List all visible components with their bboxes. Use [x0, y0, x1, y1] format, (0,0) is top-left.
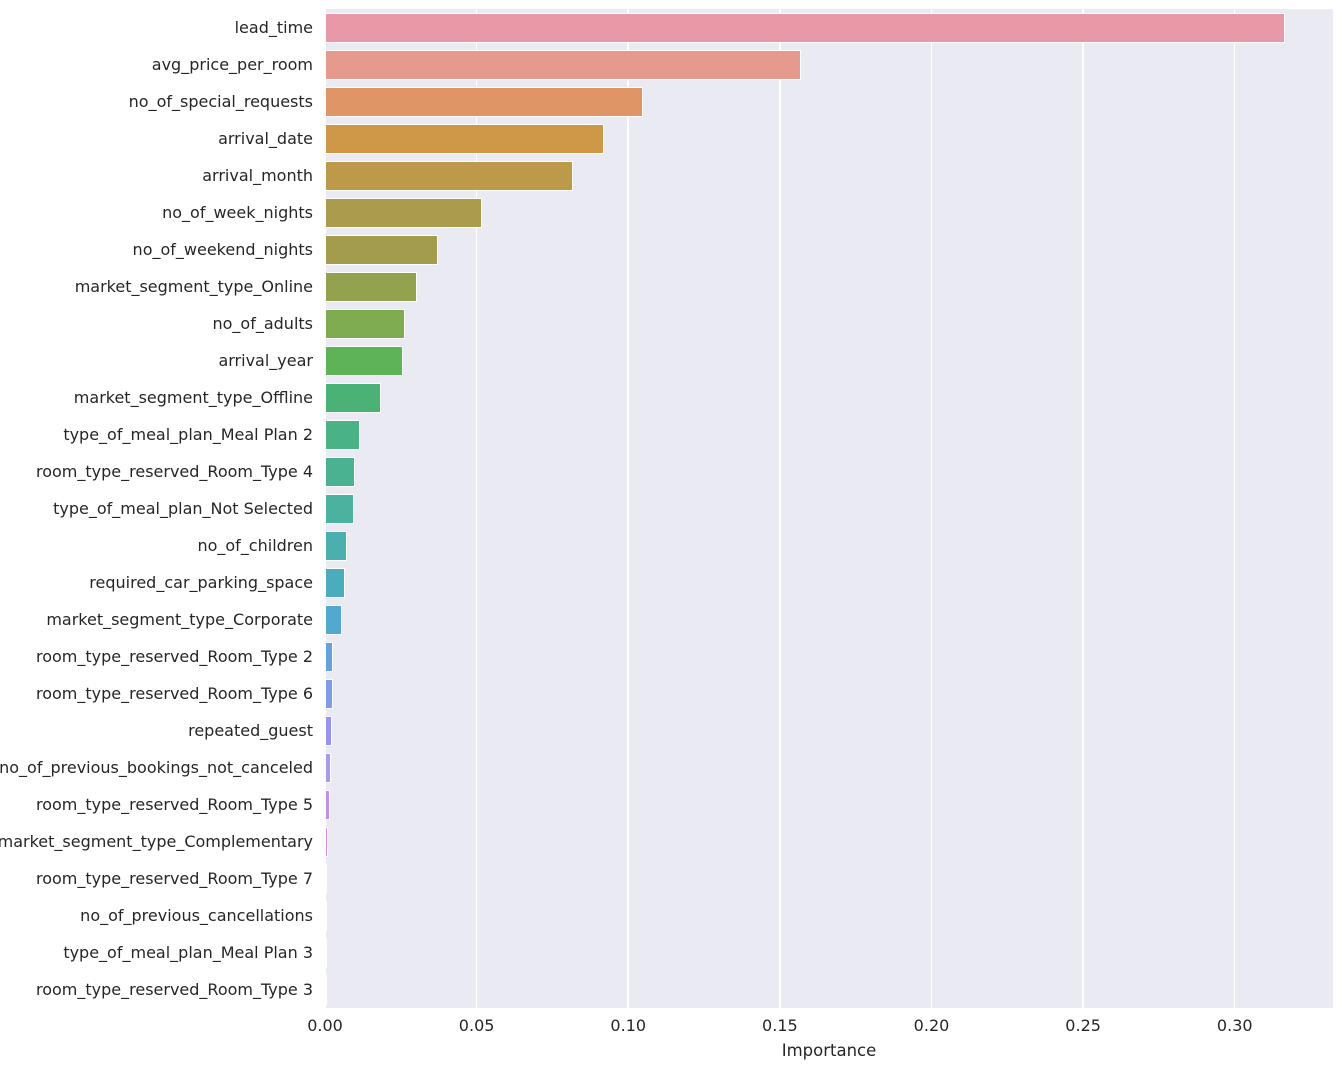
x-tick-label: 0.20: [913, 1016, 950, 1035]
bar: [325, 345, 403, 376]
bar: [325, 419, 360, 450]
y-tick-label: arrival_year: [218, 351, 313, 370]
gridline: [1082, 9, 1084, 1008]
y-tick-label: type_of_meal_plan_Meal Plan 2: [63, 425, 313, 444]
bar: [325, 86, 643, 117]
bar: [325, 863, 328, 894]
x-axis-title: Importance: [781, 1041, 877, 1060]
x-tick-label: 0.05: [458, 1016, 495, 1035]
y-tick-label: room_type_reserved_Room_Type 6: [35, 684, 313, 703]
bar: [325, 789, 330, 820]
y-tick-label: repeated_guest: [188, 721, 313, 740]
x-tick-label: 0.15: [762, 1016, 798, 1035]
bar: [325, 12, 1286, 43]
y-tick-label: room_type_reserved_Room_Type 4: [35, 462, 313, 481]
bar: [325, 160, 574, 191]
y-tick-label: lead_time: [234, 18, 313, 37]
y-tick-label: avg_price_per_room: [151, 55, 313, 74]
x-axis-ticks: 0.00 0.05 0.10 0.15 0.20 0.25 0.30: [307, 1016, 1333, 1038]
x-tick-label: 0.30: [1216, 1016, 1253, 1035]
y-tick-label: market_segment_type_Online: [74, 277, 313, 296]
bar: [325, 456, 355, 487]
x-tick-label: 0.25: [1065, 1016, 1101, 1035]
y-tick-label: room_type_reserved_Room_Type 2: [35, 647, 313, 666]
y-tick-label: no_of_previous_cancellations: [80, 906, 313, 925]
y-tick-label: type_of_meal_plan_Meal Plan 3: [63, 943, 313, 962]
bar: [325, 900, 327, 931]
bar: [325, 974, 327, 1005]
y-tick-label: market_segment_type_Corporate: [46, 610, 313, 629]
bar: [325, 752, 332, 783]
x-tick-label: 0.00: [307, 1016, 343, 1035]
bar: [325, 49, 802, 80]
gridline: [475, 9, 478, 1008]
bar: [325, 826, 328, 857]
bar: [325, 271, 417, 302]
gridline: [1233, 9, 1236, 1008]
bar: [325, 234, 438, 265]
y-tick-label: room_type_reserved_Room_Type 5: [35, 795, 313, 814]
bar: [325, 715, 332, 746]
y-tick-label: no_of_weekend_nights: [132, 240, 313, 259]
gridline: [930, 9, 933, 1008]
y-tick-label: no_of_adults: [212, 314, 313, 333]
plot-area: [324, 9, 1333, 1008]
y-tick-label: arrival_month: [202, 166, 313, 185]
y-tick-label: no_of_children: [197, 536, 313, 555]
y-tick-label: no_of_week_nights: [162, 203, 313, 222]
y-tick-label: type_of_meal_plan_Not Selected: [53, 499, 313, 518]
bar: [325, 197, 482, 228]
y-tick-label: market_segment_type_Complementary: [0, 832, 313, 851]
y-tick-label: no_of_special_requests: [128, 92, 313, 111]
bar: [325, 530, 347, 561]
y-tick-label: arrival_date: [218, 129, 313, 148]
bar: [325, 382, 382, 413]
y-axis-labels: lead_time avg_price_per_room no_of_special…: [0, 9, 313, 1008]
bar: [325, 937, 327, 968]
bar: [325, 678, 333, 709]
bar: [325, 493, 354, 524]
bar: [325, 604, 343, 635]
bar: [325, 308, 406, 339]
y-tick-label: market_segment_type_Offline: [73, 388, 313, 407]
y-tick-label: required_car_parking_space: [89, 573, 313, 592]
bar: [325, 567, 346, 598]
gridline: [779, 9, 781, 1008]
y-tick-label: room_type_reserved_Room_Type 7: [35, 869, 313, 888]
bar: [325, 641, 334, 672]
gridline: [627, 9, 629, 1008]
y-tick-label: no_of_previous_bookings_not_canceled: [0, 758, 313, 777]
y-tick-label: room_type_reserved_Room_Type 3: [35, 980, 313, 999]
bar: [325, 123, 604, 154]
x-tick-label: 0.10: [610, 1016, 647, 1035]
